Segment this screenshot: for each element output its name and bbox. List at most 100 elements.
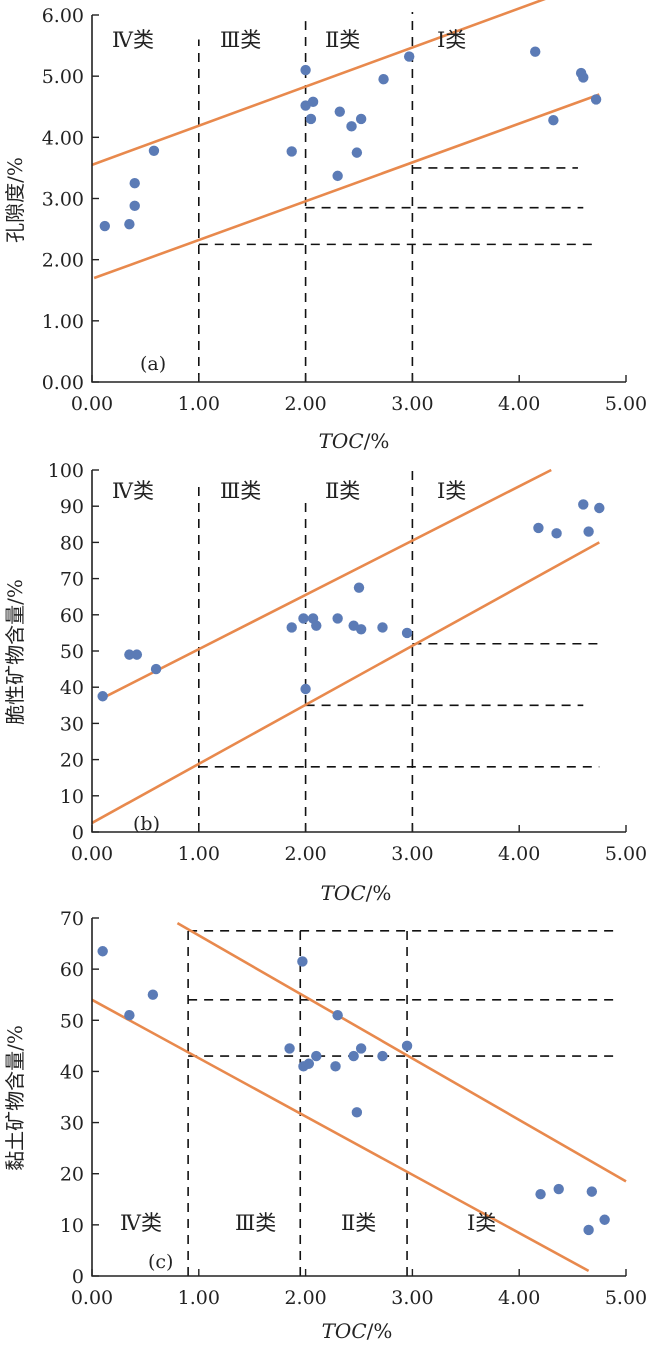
x-tick-label: 4.00 xyxy=(498,843,540,865)
data-point xyxy=(590,94,602,105)
data-point xyxy=(403,51,415,62)
y-tick-label: 60 xyxy=(60,959,84,981)
x-tick-label: 3.00 xyxy=(391,843,433,865)
data-point xyxy=(348,1050,359,1062)
panel-label: (b) xyxy=(133,813,160,835)
x-tick-label: 1.00 xyxy=(178,1287,220,1309)
data-point xyxy=(377,1050,388,1062)
class-label-iv: Ⅳ类 xyxy=(120,1211,162,1235)
y-tick-label: 70 xyxy=(60,908,84,930)
data-point xyxy=(551,528,562,539)
data-point xyxy=(332,613,343,624)
trend-line xyxy=(93,93,600,280)
y-tick-label: 6.00 xyxy=(42,5,84,27)
data-point xyxy=(334,106,345,117)
y-tick-label: 60 xyxy=(60,605,84,627)
x-tick-label: 2.00 xyxy=(284,843,326,865)
y-tick-label: 20 xyxy=(60,750,84,772)
data-point xyxy=(530,46,541,57)
x-axis-label-unit: /% xyxy=(364,429,390,453)
class-label-ii: Ⅱ类 xyxy=(325,479,360,503)
y-tick-label: 30 xyxy=(60,713,84,735)
trend-line xyxy=(91,998,590,1273)
data-point xyxy=(578,72,589,83)
data-point xyxy=(129,200,140,212)
y-tick-label: 4.00 xyxy=(42,127,84,149)
y-tick-label: 1.00 xyxy=(42,311,84,333)
x-axis-label-unit: /% xyxy=(366,881,392,905)
data-point xyxy=(148,145,160,156)
data-point xyxy=(378,74,389,85)
y-tick-label: 70 xyxy=(60,569,84,591)
x-axis-label-main: TOC xyxy=(321,881,366,905)
data-point xyxy=(353,582,365,593)
y-axis-label: 黏土矿物含量/% xyxy=(3,1025,27,1171)
data-point xyxy=(332,1009,343,1021)
y-tick-label: 50 xyxy=(60,641,84,663)
data-point xyxy=(286,622,297,633)
data-point xyxy=(583,1224,594,1236)
y-axis-label: 孔隙度/% xyxy=(3,157,27,243)
data-point xyxy=(297,956,308,967)
x-axis-label: TOC/% xyxy=(322,1319,393,1343)
data-point xyxy=(548,115,559,126)
data-point xyxy=(583,526,594,537)
y-axis-label: 脆性矿物含量/% xyxy=(3,579,27,725)
panel-label: (a) xyxy=(140,353,166,375)
data-point xyxy=(124,218,135,230)
y-tick-label: 40 xyxy=(60,677,84,699)
data-point xyxy=(305,113,317,125)
data-point xyxy=(351,147,363,158)
x-tick-label: 3.00 xyxy=(391,393,433,415)
data-point xyxy=(311,620,322,631)
x-tick-label: 2.00 xyxy=(284,1287,326,1309)
x-tick-label: 2.00 xyxy=(284,393,326,415)
x-axis-label-unit: /% xyxy=(367,1319,393,1343)
y-tick-label: 2.00 xyxy=(42,250,84,272)
data-point xyxy=(124,649,135,660)
data-point xyxy=(355,113,367,125)
data-point xyxy=(129,178,140,189)
x-tick-label: 4.00 xyxy=(498,393,540,415)
trend-line xyxy=(91,0,546,167)
data-point xyxy=(346,121,357,132)
y-tick-label: 50 xyxy=(60,1010,84,1032)
data-point xyxy=(355,1043,367,1054)
data-point xyxy=(286,146,297,157)
class-label-iv: Ⅳ类 xyxy=(112,28,154,52)
chart-c: 0.00 1.00 2.00 3.00 4.00 5.00010203040506070 … xyxy=(3,908,647,1343)
x-tick-label: 4.00 xyxy=(498,1287,540,1309)
x-axis-label: TOC/% xyxy=(321,881,392,905)
class-label-ii: Ⅱ类 xyxy=(341,1211,376,1235)
class-label-ii: Ⅱ类 xyxy=(325,28,360,52)
data-point xyxy=(355,624,367,635)
y-tick-label: 90 xyxy=(60,496,84,518)
data-point xyxy=(298,613,309,624)
data-point xyxy=(578,499,589,510)
data-point xyxy=(594,502,605,514)
data-point xyxy=(586,1186,598,1197)
data-point xyxy=(131,649,143,660)
trend-line xyxy=(176,921,627,1183)
data-point xyxy=(330,1061,341,1072)
y-tick-label: 5.00 xyxy=(42,66,84,88)
x-axis-label-main: TOC xyxy=(319,429,364,453)
trend-line xyxy=(91,541,600,825)
x-tick-label: 0.00 xyxy=(71,1287,113,1309)
y-tick-label: 10 xyxy=(60,786,84,808)
data-point xyxy=(150,663,162,675)
data-point xyxy=(97,691,108,702)
x-axis-label: TOC/% xyxy=(319,429,390,453)
x-tick-label: 5.00 xyxy=(605,393,647,415)
data-point xyxy=(124,1009,135,1021)
class-label-iii: Ⅲ类 xyxy=(220,28,261,52)
y-tick-label: 30 xyxy=(60,1113,84,1135)
x-tick-label: 0.00 xyxy=(71,393,113,415)
data-point xyxy=(401,627,413,639)
x-tick-label: 0.00 xyxy=(71,843,113,865)
data-point xyxy=(332,170,343,182)
y-tick-label: 40 xyxy=(60,1061,84,1083)
data-point xyxy=(300,64,311,76)
class-label-i: Ⅰ类 xyxy=(467,1211,496,1235)
